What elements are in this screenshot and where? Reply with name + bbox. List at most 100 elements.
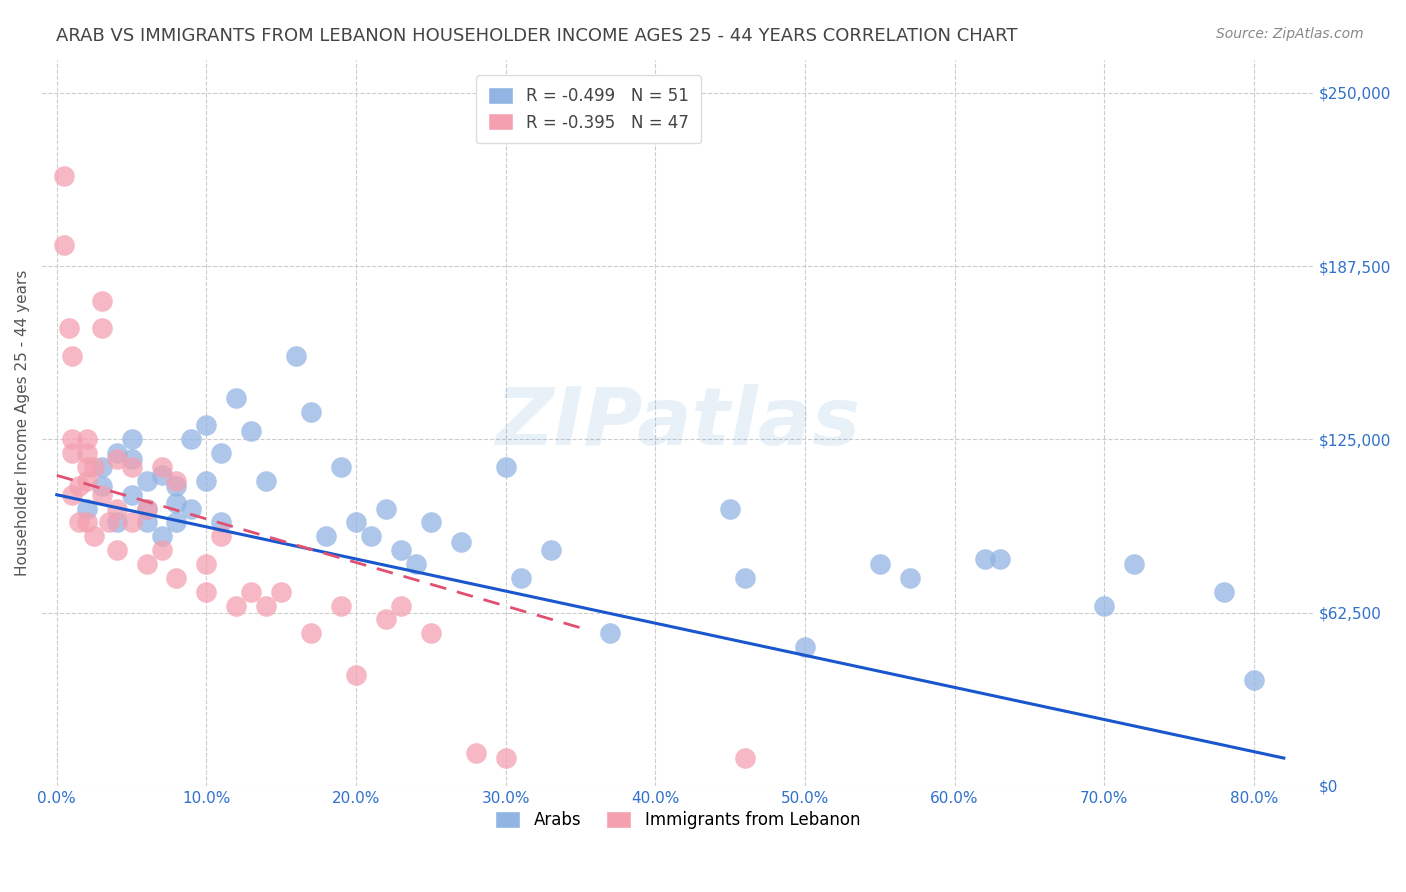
Point bbox=[495, 460, 517, 475]
Point bbox=[734, 571, 756, 585]
Point bbox=[299, 626, 322, 640]
Text: Source: ZipAtlas.com: Source: ZipAtlas.com bbox=[1216, 27, 1364, 41]
Point bbox=[240, 584, 263, 599]
Point bbox=[90, 321, 112, 335]
Point bbox=[225, 391, 247, 405]
Point bbox=[121, 488, 143, 502]
Point bbox=[898, 571, 921, 585]
Legend: Arabs, Immigrants from Lebanon: Arabs, Immigrants from Lebanon bbox=[489, 804, 868, 836]
Point bbox=[53, 238, 76, 252]
Point bbox=[330, 599, 353, 613]
Point bbox=[464, 746, 486, 760]
Point bbox=[90, 293, 112, 308]
Point bbox=[540, 543, 562, 558]
Point bbox=[180, 501, 202, 516]
Point bbox=[195, 584, 218, 599]
Point bbox=[254, 474, 277, 488]
Point bbox=[195, 557, 218, 571]
Point bbox=[60, 446, 83, 460]
Point bbox=[240, 424, 263, 438]
Point bbox=[67, 479, 90, 493]
Point bbox=[599, 626, 621, 640]
Point bbox=[121, 516, 143, 530]
Point bbox=[150, 529, 173, 543]
Point bbox=[180, 433, 202, 447]
Point bbox=[76, 446, 98, 460]
Point bbox=[150, 468, 173, 483]
Point bbox=[67, 516, 90, 530]
Point bbox=[105, 543, 128, 558]
Point bbox=[195, 474, 218, 488]
Point bbox=[60, 488, 83, 502]
Point bbox=[90, 488, 112, 502]
Point bbox=[60, 349, 83, 363]
Point bbox=[270, 584, 292, 599]
Point bbox=[76, 516, 98, 530]
Point bbox=[1123, 557, 1146, 571]
Point bbox=[83, 529, 105, 543]
Point bbox=[53, 169, 76, 183]
Point bbox=[105, 451, 128, 466]
Y-axis label: Householder Income Ages 25 - 44 years: Householder Income Ages 25 - 44 years bbox=[15, 269, 30, 576]
Point bbox=[76, 474, 98, 488]
Point bbox=[195, 418, 218, 433]
Point bbox=[1213, 584, 1236, 599]
Point bbox=[330, 460, 353, 475]
Point bbox=[734, 751, 756, 765]
Point bbox=[1243, 673, 1265, 688]
Point bbox=[135, 557, 157, 571]
Point bbox=[419, 516, 441, 530]
Point bbox=[405, 557, 427, 571]
Point bbox=[419, 626, 441, 640]
Point bbox=[150, 543, 173, 558]
Point bbox=[718, 501, 741, 516]
Point bbox=[121, 460, 143, 475]
Point bbox=[76, 501, 98, 516]
Point bbox=[121, 451, 143, 466]
Point bbox=[135, 516, 157, 530]
Point bbox=[344, 668, 367, 682]
Point bbox=[166, 479, 188, 493]
Point bbox=[166, 571, 188, 585]
Point bbox=[58, 321, 80, 335]
Point bbox=[299, 404, 322, 418]
Point bbox=[869, 557, 891, 571]
Point bbox=[135, 501, 157, 516]
Point bbox=[166, 516, 188, 530]
Point bbox=[98, 516, 121, 530]
Point bbox=[121, 433, 143, 447]
Point bbox=[209, 516, 232, 530]
Point bbox=[225, 599, 247, 613]
Point bbox=[315, 529, 337, 543]
Point bbox=[209, 529, 232, 543]
Point bbox=[83, 460, 105, 475]
Point bbox=[135, 501, 157, 516]
Point bbox=[360, 529, 382, 543]
Point bbox=[509, 571, 531, 585]
Point bbox=[76, 433, 98, 447]
Point bbox=[90, 479, 112, 493]
Point bbox=[344, 516, 367, 530]
Point bbox=[375, 612, 398, 626]
Point bbox=[150, 460, 173, 475]
Point bbox=[105, 516, 128, 530]
Point bbox=[76, 460, 98, 475]
Point bbox=[166, 496, 188, 510]
Point bbox=[285, 349, 308, 363]
Point bbox=[90, 460, 112, 475]
Point bbox=[389, 599, 412, 613]
Point bbox=[105, 501, 128, 516]
Point bbox=[254, 599, 277, 613]
Point bbox=[495, 751, 517, 765]
Point bbox=[135, 474, 157, 488]
Point bbox=[105, 446, 128, 460]
Point bbox=[209, 446, 232, 460]
Point bbox=[166, 474, 188, 488]
Text: ZIPatlas: ZIPatlas bbox=[495, 384, 860, 462]
Text: ARAB VS IMMIGRANTS FROM LEBANON HOUSEHOLDER INCOME AGES 25 - 44 YEARS CORRELATIO: ARAB VS IMMIGRANTS FROM LEBANON HOUSEHOL… bbox=[56, 27, 1018, 45]
Point bbox=[375, 501, 398, 516]
Point bbox=[988, 551, 1011, 566]
Point bbox=[389, 543, 412, 558]
Point bbox=[450, 534, 472, 549]
Point bbox=[1092, 599, 1115, 613]
